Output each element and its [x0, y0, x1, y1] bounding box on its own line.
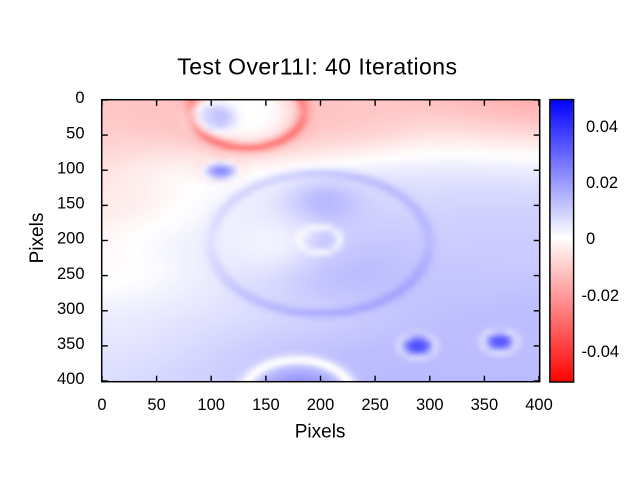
svg-text:0: 0 [97, 396, 106, 414]
svg-text:350: 350 [471, 396, 499, 414]
svg-text:50: 50 [66, 124, 84, 142]
svg-text:400: 400 [525, 396, 553, 414]
svg-text:100: 100 [197, 396, 225, 414]
svg-text:200: 200 [307, 396, 335, 414]
svg-text:350: 350 [57, 335, 85, 353]
svg-text:0: 0 [586, 230, 595, 248]
svg-text:250: 250 [361, 396, 389, 414]
svg-text:Pixels: Pixels [27, 213, 48, 264]
svg-text:0.02: 0.02 [586, 174, 618, 192]
svg-text:250: 250 [57, 265, 85, 283]
svg-text:150: 150 [57, 195, 85, 213]
svg-text:150: 150 [252, 396, 280, 414]
svg-text:Test Over11I: 40 Iterations: Test Over11I: 40 Iterations [177, 54, 457, 80]
svg-text:-0.02: -0.02 [582, 287, 620, 305]
svg-text:300: 300 [57, 300, 85, 318]
svg-text:400: 400 [57, 370, 85, 388]
svg-text:0.04: 0.04 [586, 118, 618, 136]
svg-text:0: 0 [75, 89, 84, 107]
svg-text:100: 100 [57, 159, 85, 177]
svg-text:50: 50 [147, 396, 165, 414]
svg-text:300: 300 [416, 396, 444, 414]
svg-text:Pixels: Pixels [295, 422, 346, 443]
svg-text:200: 200 [57, 230, 85, 248]
svg-text:-0.04: -0.04 [582, 343, 620, 361]
